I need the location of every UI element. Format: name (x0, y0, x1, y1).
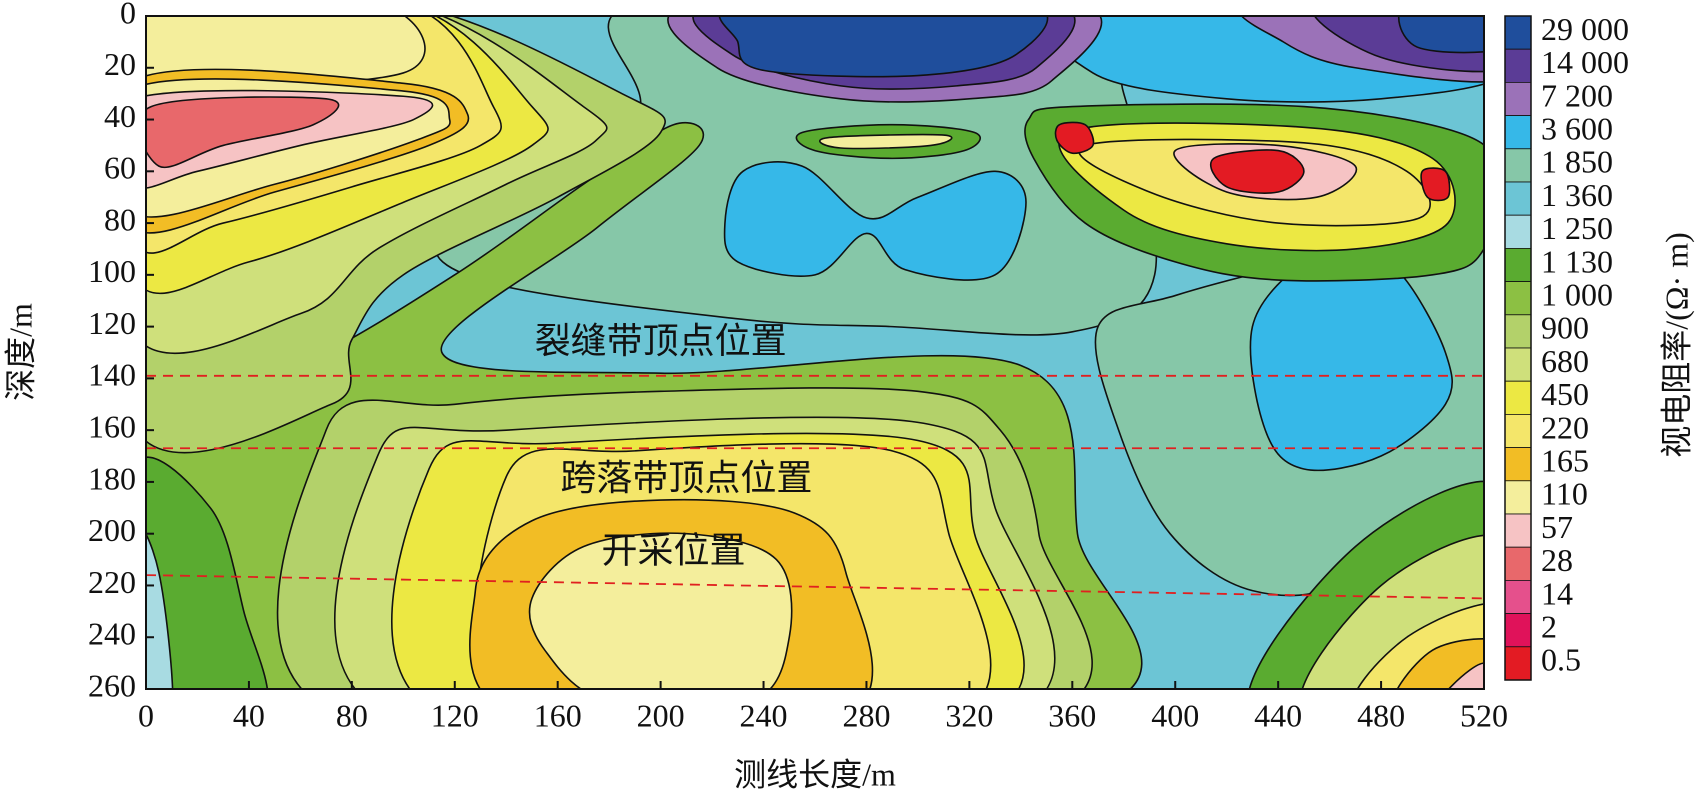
x-tick-label: 200 (637, 697, 685, 733)
x-tick-label: 320 (945, 697, 993, 733)
x-tick-label: 360 (1048, 697, 1096, 733)
x-tick-label: 240 (740, 697, 788, 733)
y-tick-label: 160 (88, 408, 136, 444)
reference-line (145, 574, 1485, 600)
colorbar-swatch (1504, 413, 1532, 448)
colorbar-swatch (1504, 48, 1532, 83)
contour-field (146, 16, 1484, 689)
colorbar-swatch (1504, 15, 1532, 50)
colorbar-tick-label: 110 (1541, 476, 1588, 512)
colorbar-tick-label: 1 850 (1541, 144, 1613, 180)
colorbar-tick-label: 28 (1541, 542, 1573, 578)
colorbar-tick-label: 1 130 (1541, 243, 1613, 279)
y-tick-label: 220 (88, 564, 136, 600)
colorbar-label: 视电阻率/(Ω· m) (1658, 232, 1694, 458)
y-tick-label: 200 (88, 512, 136, 548)
colorbar-tick-label: 1 360 (1541, 177, 1613, 213)
y-tick-label: 120 (88, 305, 136, 341)
contour-region (1209, 149, 1305, 194)
y-tick-label: 260 (88, 667, 136, 703)
colorbar-swatch (1504, 646, 1532, 681)
contour-region (146, 456, 269, 689)
colorbar-tick-label: 14 000 (1541, 44, 1629, 80)
contour-region (1420, 167, 1451, 202)
y-tick-label: 80 (104, 201, 136, 237)
colorbar-tick-label: 165 (1541, 443, 1589, 479)
colorbar-swatch (1504, 148, 1532, 183)
colorbar-swatch (1504, 82, 1532, 117)
colorbar-tick-label: 57 (1541, 509, 1573, 545)
colorbar-swatch (1504, 347, 1532, 382)
y-tick-label: 60 (104, 150, 136, 186)
colorbar-tick-label: 14 (1541, 575, 1573, 611)
colorbar-swatch (1504, 281, 1532, 316)
y-tick-label: 180 (88, 460, 136, 496)
y-tick-label: 140 (88, 357, 136, 393)
annotation: 开采位置 (601, 531, 745, 571)
contour-region (528, 532, 793, 689)
x-tick-label: 440 (1254, 697, 1302, 733)
colorbar-swatch (1504, 546, 1532, 581)
x-tick-label: 160 (534, 697, 582, 733)
colorbar-swatch (1504, 613, 1532, 648)
colorbar-swatch (1504, 247, 1532, 282)
y-tick-label: 0 (120, 0, 136, 30)
colorbar-tick-label: 29 000 (1541, 11, 1629, 47)
colorbar-swatch (1504, 580, 1532, 615)
colorbar-swatch (1504, 214, 1532, 249)
colorbar-tick-label: 2 (1541, 609, 1557, 645)
y-axis-label: 深度/m (2, 303, 38, 401)
x-tick-label: 400 (1151, 697, 1199, 733)
contour-region (723, 161, 1027, 281)
colorbar-tick-label: 3 600 (1541, 111, 1613, 147)
contour-region (1054, 121, 1095, 155)
y-tick-label: 240 (88, 616, 136, 652)
contour-region (146, 532, 174, 689)
colorbar-tick-label: 900 (1541, 310, 1589, 346)
y-tick-label: 20 (104, 46, 136, 82)
colorbar-tick-label: 7 200 (1541, 77, 1613, 113)
colorbar-swatch (1504, 314, 1532, 349)
colorbar-swatch (1504, 447, 1532, 482)
x-tick-label: 40 (233, 697, 265, 733)
colorbar-tick-label: 450 (1541, 376, 1589, 412)
x-tick-label: 80 (336, 697, 368, 733)
x-tick-label: 120 (431, 697, 479, 733)
contour-region (1398, 16, 1484, 54)
x-tick-label: 0 (138, 697, 154, 733)
annotation: 裂缝带顶点位置 (535, 321, 787, 361)
colorbar-swatch (1504, 513, 1532, 548)
colorbar-tick-label: 0.5 (1541, 642, 1581, 678)
x-tick-label: 520 (1460, 697, 1508, 733)
x-tick-label: 280 (842, 697, 890, 733)
colorbar-tick-label: 220 (1541, 409, 1589, 445)
colorbar-tick-label: 1 250 (1541, 210, 1613, 246)
annotation: 跨落带顶点位置 (560, 458, 812, 498)
contour-region (819, 133, 953, 150)
colorbar-swatch (1504, 480, 1532, 515)
plot-frame (145, 15, 1485, 690)
colorbar-swatch (1504, 181, 1532, 216)
colorbar-swatch (1504, 115, 1532, 150)
contour-region (718, 16, 1049, 78)
colorbar-swatch (1504, 380, 1532, 415)
y-tick-label: 40 (104, 98, 136, 134)
colorbar-tick-label: 1 000 (1541, 277, 1613, 313)
contour-region (146, 96, 340, 169)
x-axis-label: 测线长度/m (734, 756, 896, 792)
y-tick-label: 100 (88, 253, 136, 289)
x-tick-label: 480 (1357, 697, 1405, 733)
colorbar-frame (1504, 15, 1532, 681)
colorbar-tick-label: 680 (1541, 343, 1589, 379)
contour-region (1447, 662, 1484, 689)
